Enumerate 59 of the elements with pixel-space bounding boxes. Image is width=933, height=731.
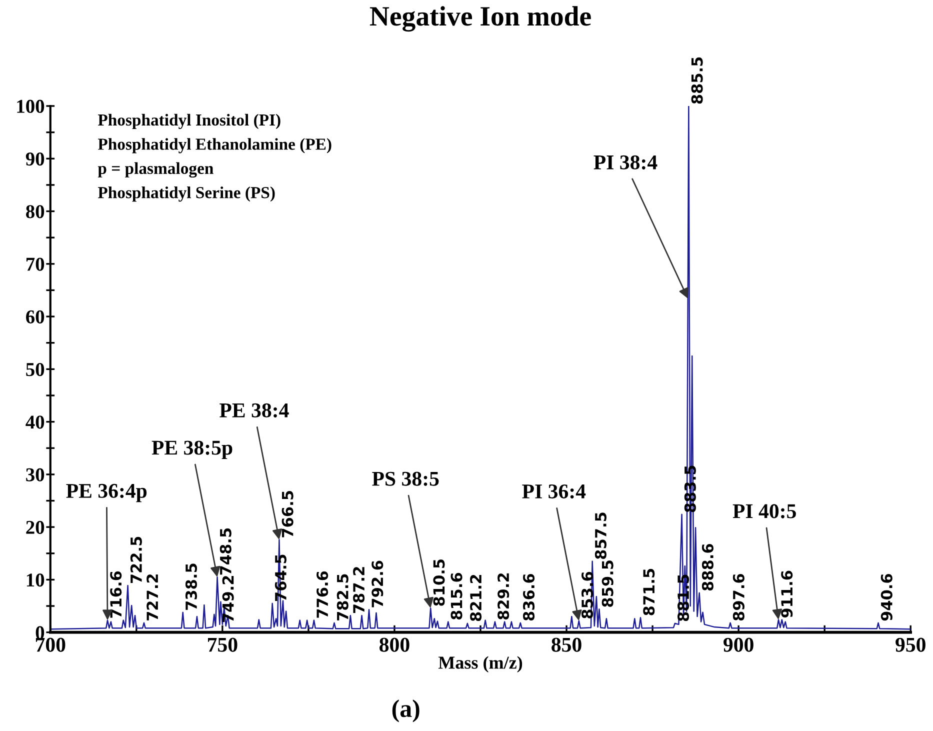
annotation: PI 38:4: [594, 155, 658, 170]
x-axis-title: Mass (m/z): [438, 656, 522, 672]
x-tick-label: 850: [552, 638, 582, 652]
chart-title: Negative Ion mode: [370, 6, 591, 32]
x-tick-label: 900: [724, 638, 754, 652]
annotation: 888.6: [702, 544, 714, 591]
annotation: 748.5: [220, 528, 232, 575]
annotation: 738.5: [185, 564, 198, 610]
annotation: 810.5: [433, 559, 445, 606]
annotation: 821.2: [470, 574, 482, 622]
y-tick-label: 60: [26, 310, 44, 324]
y-tick-label: 20: [26, 520, 44, 534]
y-tick-label: 70: [26, 258, 44, 271]
annotation: 940.6: [880, 574, 892, 621]
annotation: PS 38:5: [372, 472, 439, 486]
annotation: 829.2: [498, 573, 510, 620]
annotation: 766.5: [282, 491, 294, 538]
annotation: 764.5: [274, 554, 286, 601]
annotation: 749.2: [222, 576, 234, 622]
y-tick-label: 50: [26, 362, 44, 376]
annotation: 722.5: [130, 536, 142, 584]
annotation: PE 36:4p: [66, 484, 147, 502]
x-tick-label: 750: [208, 638, 238, 652]
annotation: 792.6: [372, 560, 384, 608]
annotation: 911.6: [781, 570, 793, 618]
x-tick-label: 950: [896, 638, 926, 652]
annotation: PE 38:4: [220, 403, 289, 418]
line-series: [50, 106, 911, 630]
y-tick-label: 30: [26, 468, 44, 482]
annotation: PI 36:4: [522, 484, 586, 499]
annotation: 883.5: [684, 466, 696, 512]
annotation: 885.5: [691, 57, 703, 104]
y-tick-label: 80: [26, 205, 44, 218]
annotation: 787.2: [353, 567, 365, 614]
annotation: 836.6: [523, 574, 535, 621]
annotation: 815.6: [450, 572, 462, 620]
text: (a): [392, 700, 420, 722]
annotation: 716.6: [110, 571, 122, 618]
annotation: Phosphatidyl Ethanolamine (PE): [98, 138, 332, 154]
y-tick-label: 100: [17, 100, 44, 113]
annotation: 881.5: [678, 574, 690, 622]
y-tick-label: 40: [26, 416, 44, 429]
annotation: Phosphatidyl Inositol (PI): [98, 114, 280, 130]
annotation: 857.5: [594, 512, 606, 559]
annotation: 871.5: [643, 568, 655, 616]
annotation: PE 38:5p: [152, 440, 232, 459]
x-tick-label: 700: [36, 638, 66, 652]
annotation: p = plasmalogen: [98, 162, 214, 178]
annotation: 859.5: [602, 560, 614, 607]
annotation: 776.6: [316, 571, 328, 618]
annotation: 853.6: [582, 572, 594, 618]
annotation: Phosphatidyl Serine (PS): [98, 186, 275, 202]
annotation: 782.5: [336, 574, 348, 620]
annotation: PI 40:5: [732, 504, 796, 518]
x-tick-label: 800: [380, 638, 410, 652]
annotation: 897.6: [732, 574, 744, 621]
annotation: 727.2: [146, 574, 158, 620]
y-tick-label: 90: [26, 152, 44, 166]
y-tick-label: 10: [26, 574, 44, 587]
